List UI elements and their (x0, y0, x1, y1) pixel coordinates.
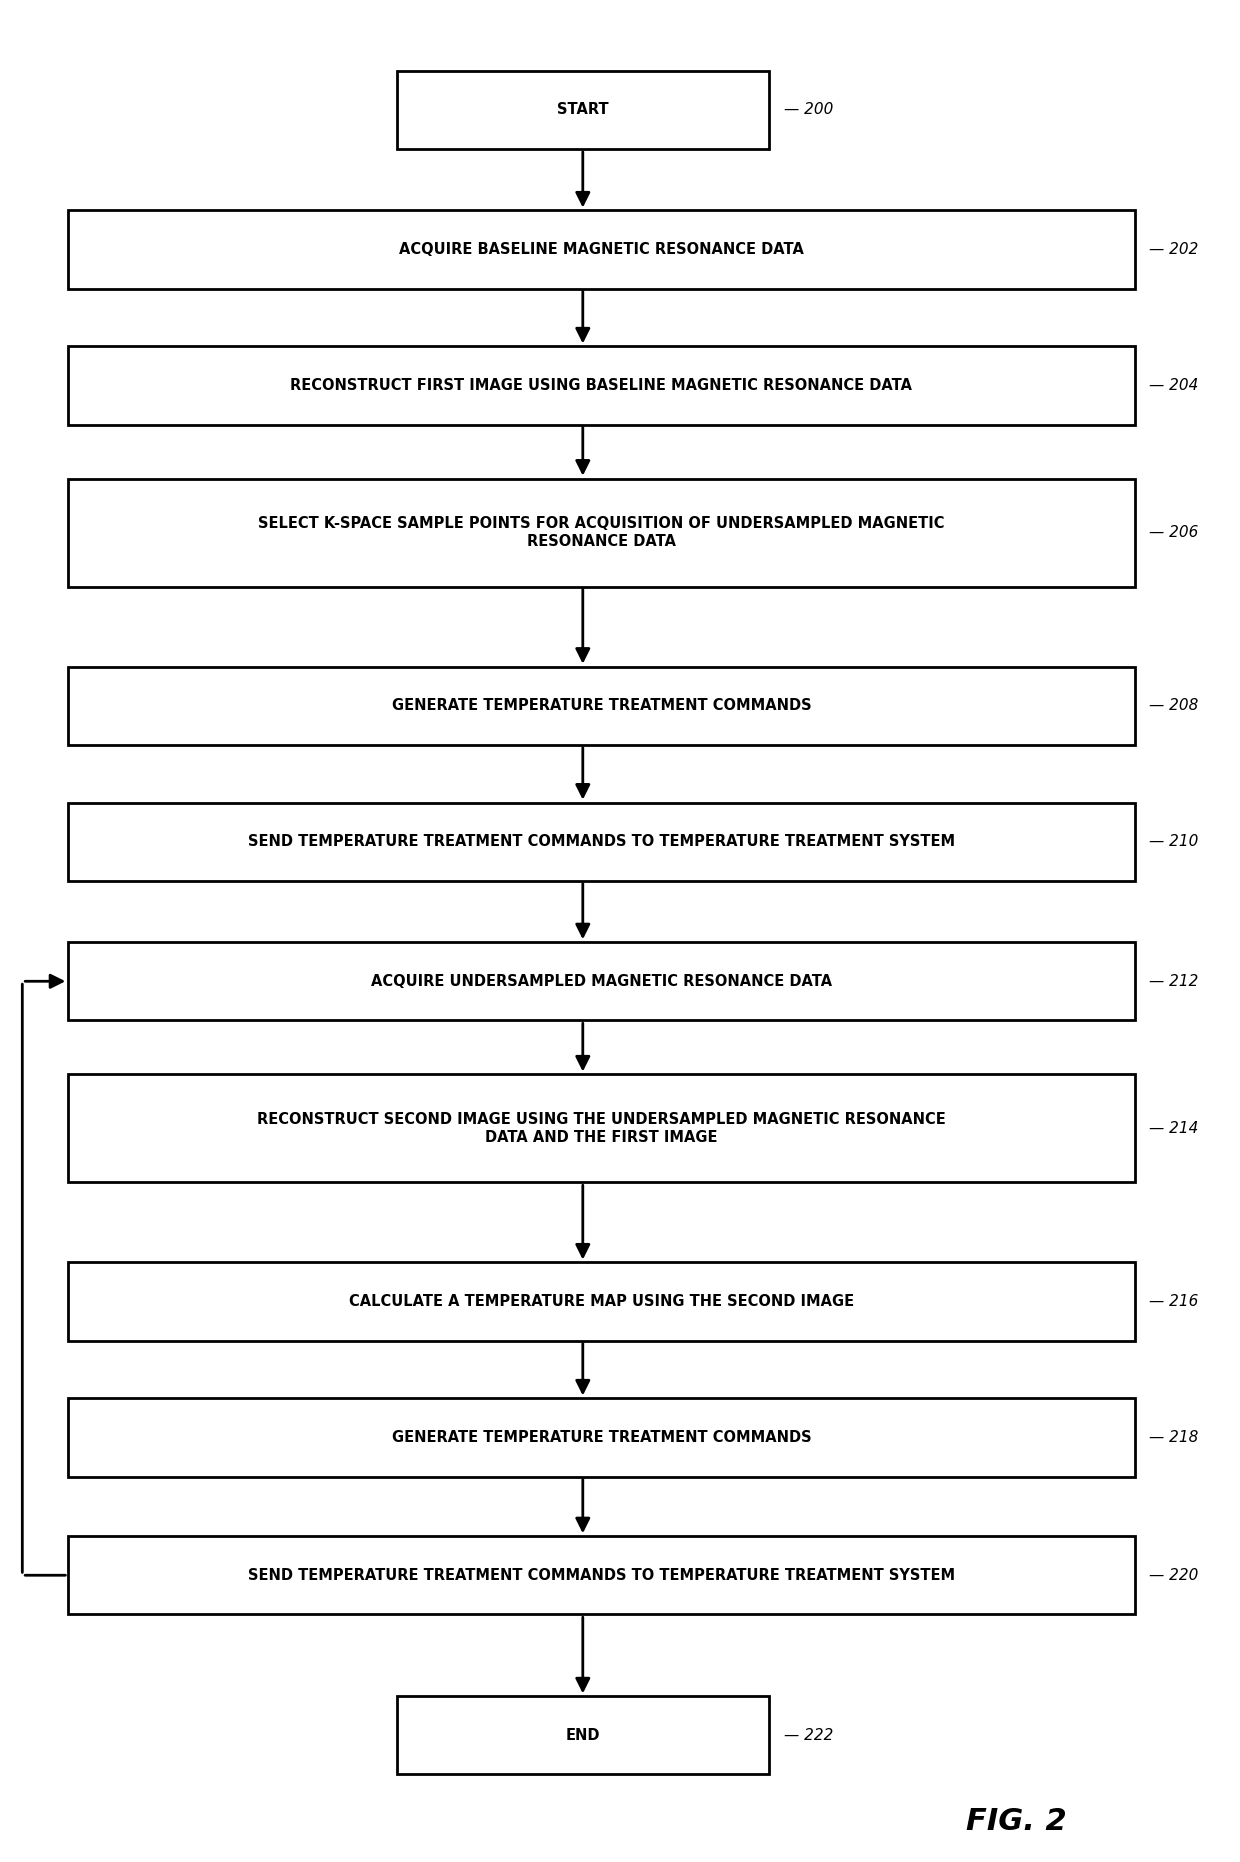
Text: — 206: — 206 (1149, 525, 1199, 540)
Text: GENERATE TEMPERATURE TREATMENT COMMANDS: GENERATE TEMPERATURE TREATMENT COMMANDS (392, 1430, 811, 1445)
Bar (68, 346, 1135, 425)
Text: FIG. 2: FIG. 2 (966, 1806, 1068, 1836)
Text: START: START (557, 102, 609, 117)
Bar (397, 1696, 769, 1774)
Text: ACQUIRE BASELINE MAGNETIC RESONANCE DATA: ACQUIRE BASELINE MAGNETIC RESONANCE DATA (399, 242, 804, 257)
Bar (68, 210, 1135, 289)
Text: — 214: — 214 (1149, 1121, 1199, 1136)
Bar (68, 1262, 1135, 1341)
Text: — 218: — 218 (1149, 1430, 1199, 1445)
Bar (397, 71, 769, 149)
Text: ACQUIRE UNDERSAMPLED MAGNETIC RESONANCE DATA: ACQUIRE UNDERSAMPLED MAGNETIC RESONANCE … (371, 974, 832, 989)
Bar (68, 1074, 1135, 1182)
Bar (68, 1536, 1135, 1614)
Text: — 220: — 220 (1149, 1568, 1199, 1583)
Text: — 212: — 212 (1149, 974, 1199, 989)
Bar (68, 479, 1135, 587)
Text: — 204: — 204 (1149, 378, 1199, 393)
Text: SEND TEMPERATURE TREATMENT COMMANDS TO TEMPERATURE TREATMENT SYSTEM: SEND TEMPERATURE TREATMENT COMMANDS TO T… (248, 1568, 955, 1583)
Text: GENERATE TEMPERATURE TREATMENT COMMANDS: GENERATE TEMPERATURE TREATMENT COMMANDS (392, 698, 811, 713)
Text: SELECT K-SPACE SAMPLE POINTS FOR ACQUISITION OF UNDERSAMPLED MAGNETIC
RESONANCE : SELECT K-SPACE SAMPLE POINTS FOR ACQUISI… (258, 516, 945, 549)
Text: END: END (565, 1728, 600, 1743)
Bar (68, 942, 1135, 1020)
Bar (68, 1398, 1135, 1477)
Text: RECONSTRUCT SECOND IMAGE USING THE UNDERSAMPLED MAGNETIC RESONANCE
DATA AND THE : RECONSTRUCT SECOND IMAGE USING THE UNDER… (257, 1112, 946, 1145)
Text: — 200: — 200 (784, 102, 833, 117)
Text: RECONSTRUCT FIRST IMAGE USING BASELINE MAGNETIC RESONANCE DATA: RECONSTRUCT FIRST IMAGE USING BASELINE M… (290, 378, 913, 393)
Text: — 208: — 208 (1149, 698, 1199, 713)
Text: — 210: — 210 (1149, 834, 1199, 849)
Text: SEND TEMPERATURE TREATMENT COMMANDS TO TEMPERATURE TREATMENT SYSTEM: SEND TEMPERATURE TREATMENT COMMANDS TO T… (248, 834, 955, 849)
Bar (68, 667, 1135, 745)
Bar (68, 803, 1135, 881)
Text: CALCULATE A TEMPERATURE MAP USING THE SECOND IMAGE: CALCULATE A TEMPERATURE MAP USING THE SE… (348, 1294, 854, 1309)
Text: — 222: — 222 (784, 1728, 833, 1743)
Text: — 202: — 202 (1149, 242, 1199, 257)
Text: — 216: — 216 (1149, 1294, 1199, 1309)
